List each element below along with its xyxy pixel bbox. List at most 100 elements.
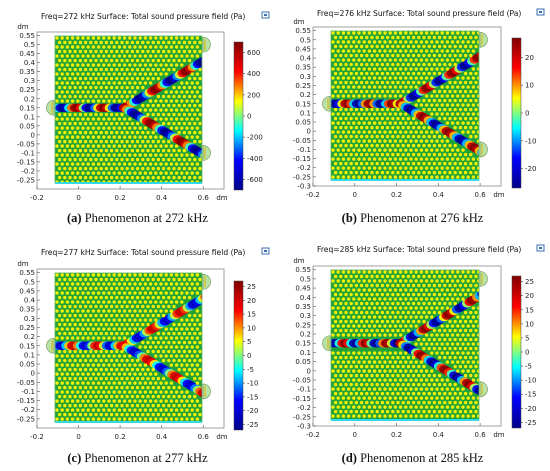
lattice-hole — [344, 116, 348, 121]
lattice-hole — [396, 391, 400, 396]
colorbar-tick-label: -15 — [247, 393, 258, 401]
lattice-hole — [57, 85, 62, 90]
lattice-hole — [167, 349, 171, 354]
lattice-hole — [122, 381, 127, 385]
lattice-hole — [396, 301, 400, 306]
lattice-hole — [367, 360, 372, 364]
lattice-hole — [333, 274, 338, 279]
lattice-hole — [68, 412, 72, 417]
lattice-hole — [435, 67, 439, 71]
lattice-hole — [112, 363, 116, 367]
caption-b: (b) Phenomenon at 276 kHz — [275, 211, 550, 226]
lattice-hole — [125, 130, 129, 135]
caption-d-text: Phenomenon at 285 kHz — [360, 451, 484, 465]
lattice-hole — [437, 355, 442, 360]
lattice-hole — [396, 283, 400, 288]
lattice-hole — [445, 306, 450, 310]
lattice-hole — [68, 49, 72, 54]
lattice-hole — [445, 360, 450, 364]
lattice-hole — [138, 417, 142, 421]
lattice-hole — [135, 403, 140, 408]
lattice-hole — [341, 414, 346, 418]
lattice-hole — [437, 337, 442, 342]
lattice-hole — [198, 40, 202, 45]
y-tick-label: 0 — [307, 128, 311, 136]
lattice-hole — [430, 405, 434, 409]
lattice-hole — [453, 53, 457, 58]
lattice-hole — [130, 76, 135, 81]
lattice-hole — [198, 94, 202, 99]
lattice-hole — [440, 378, 444, 382]
lattice-hole — [143, 162, 148, 166]
x-tick-label: 0 — [76, 194, 80, 202]
wave-blob — [208, 395, 218, 403]
lattice-hole — [385, 116, 390, 121]
lattice-hole — [466, 103, 470, 107]
lattice-hole — [378, 279, 382, 283]
lattice-hole — [70, 153, 75, 157]
lattice-hole — [187, 286, 192, 291]
lattice-hole — [404, 270, 408, 274]
lattice-hole — [466, 270, 470, 274]
lattice-hole — [372, 121, 377, 125]
lattice-hole — [357, 270, 361, 274]
lattice-hole — [65, 417, 70, 421]
lattice-hole — [120, 277, 124, 282]
lattice-hole — [63, 67, 67, 72]
lattice-hole — [143, 345, 148, 349]
lattice-hole — [81, 417, 85, 421]
lattice-hole — [406, 301, 411, 306]
lattice-hole — [391, 310, 395, 315]
lattice-hole — [398, 31, 403, 35]
lattice-hole — [445, 387, 450, 391]
lattice-hole — [161, 403, 166, 408]
lattice-hole — [383, 369, 387, 373]
lattice-hole — [388, 157, 392, 161]
lattice-hole — [122, 291, 127, 295]
lattice-hole — [336, 333, 340, 337]
lattice-hole — [125, 166, 129, 171]
lattice-hole — [341, 76, 346, 80]
lattice-hole — [177, 130, 181, 135]
lattice-hole — [357, 130, 361, 134]
lattice-hole — [346, 175, 351, 179]
lattice-hole — [187, 349, 192, 354]
lattice-hole — [112, 126, 116, 130]
lattice-hole — [336, 369, 340, 373]
lattice-hole — [120, 139, 124, 144]
lattice-hole — [367, 306, 372, 310]
wave-blob — [208, 156, 218, 164]
lattice-hole — [344, 89, 348, 94]
y-tick-label: 0.3 — [300, 73, 311, 81]
lattice-hole — [130, 130, 135, 135]
lattice-hole — [354, 292, 359, 297]
lattice-hole — [427, 62, 431, 67]
lattice-hole — [154, 372, 158, 376]
lattice-hole — [177, 175, 181, 180]
lattice-hole — [352, 148, 356, 152]
lattice-hole — [385, 125, 390, 130]
lattice-hole — [448, 62, 452, 67]
lattice-hole — [383, 288, 387, 292]
lattice-hole — [57, 139, 62, 144]
lattice-hole — [135, 277, 140, 282]
outlet-upper — [202, 273, 211, 290]
lattice-hole — [99, 376, 103, 381]
colorbar-tick-label: 200 — [247, 91, 260, 99]
x-tick-label: 0.4 — [433, 431, 445, 439]
lattice-hole — [401, 319, 405, 324]
lattice-hole — [453, 125, 457, 130]
lattice-hole — [180, 417, 184, 421]
lattice-hole — [107, 372, 111, 376]
lattice-hole — [432, 35, 437, 40]
lattice-hole — [143, 399, 148, 403]
lattice-hole — [404, 315, 408, 319]
lattice-hole — [354, 274, 359, 279]
lattice-hole — [78, 286, 83, 291]
lattice-hole — [448, 355, 452, 360]
lattice-hole — [135, 376, 140, 381]
lattice-hole — [383, 130, 387, 134]
lattice-hole — [372, 166, 377, 170]
lattice-hole — [398, 360, 403, 364]
y-tick-label: -0.3 — [297, 183, 311, 191]
